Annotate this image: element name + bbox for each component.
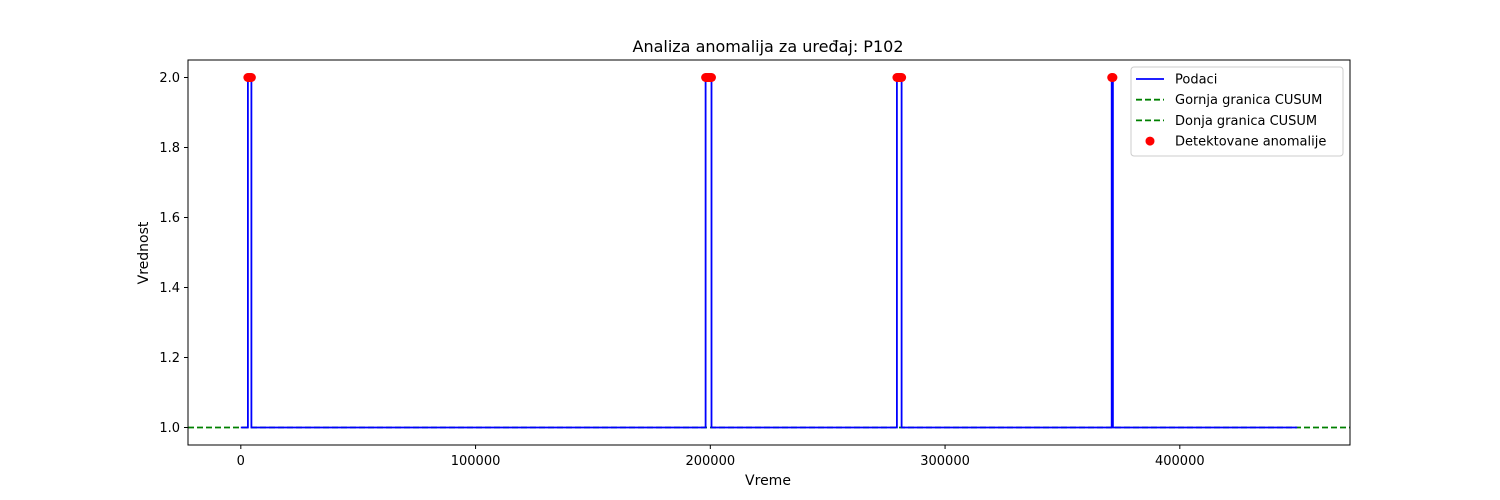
plot-frame [187,59,1351,446]
x-tick-label: 0 [237,454,245,469]
x-tick-label: 200000 [685,454,735,469]
anomaly-point [897,73,907,82]
y-tick-label: 1.2 [159,351,180,366]
x-axis-label: Vreme [745,473,791,489]
legend-box [1130,66,1344,157]
legend-label: Donja granica CUSUM [1175,114,1317,129]
y-axis: 1.0 1.2 1.4 1.6 1.8 2.0 [159,71,188,436]
legend-label: Podaci [1175,73,1217,88]
data-layer [188,73,1350,429]
y-axis-label: Vrednost [136,221,152,284]
chart-title: Analiza anomalija za uređaj: P102 [633,37,904,56]
anomaly-point [706,73,716,82]
y-tick-label: 1.4 [159,281,180,296]
y-tick-label: 1.0 [159,421,180,436]
legend-marker [1145,136,1155,146]
x-tick-label: 100000 [451,454,501,469]
legend: Podaci Gornja granica CUSUM Donja granica … [1130,66,1344,157]
y-tick-label: 1.8 [159,141,180,156]
plot-area [187,59,1351,446]
y-tick-label: 1.6 [159,211,180,226]
x-axis: 0 100000 200000 300000 400000 [237,445,1205,469]
x-tick-label: 400000 [1155,454,1205,469]
anomaly-point [246,73,256,82]
x-tick-label: 300000 [920,454,970,469]
legend-label: Detektovane anomalije [1175,135,1326,150]
legend-label: Gornja granica CUSUM [1175,93,1322,108]
anomaly-point [1108,73,1118,82]
y-tick-label: 2.0 [159,71,180,86]
